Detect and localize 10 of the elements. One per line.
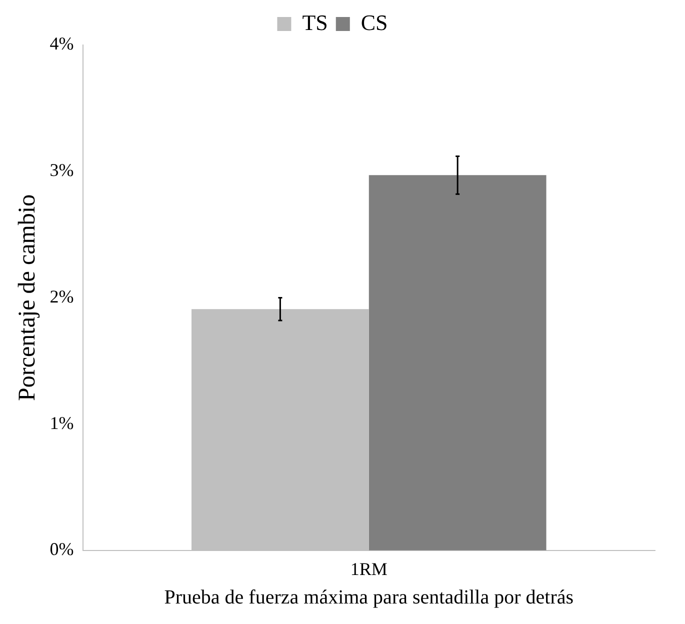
- y-axis-title: Porcentaje de cambio: [14, 194, 41, 401]
- x-axis-title: Prueba de fuerza máxima para sentadilla por detrás: [164, 586, 574, 608]
- y-tick-label: 2%: [50, 286, 74, 306]
- y-tick-label: 1%: [50, 412, 74, 433]
- legend-label: CS: [360, 10, 388, 35]
- y-tick-label: 3%: [50, 160, 74, 180]
- legend-label: TS: [302, 10, 328, 35]
- x-tick-label: 1RM: [350, 558, 388, 579]
- y-tick-label: 0%: [50, 539, 74, 560]
- y-tick-label: 4%: [50, 34, 74, 54]
